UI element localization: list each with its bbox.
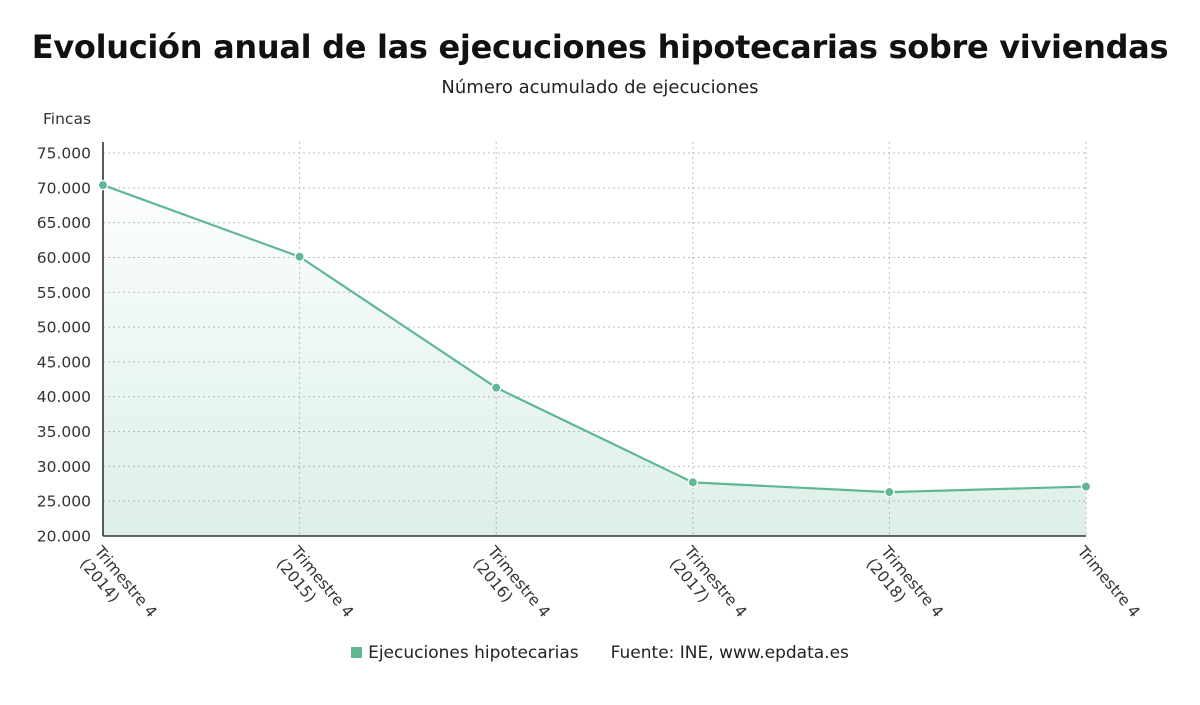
y-tick-label: 30.000 bbox=[37, 458, 91, 476]
legend-swatch bbox=[351, 647, 363, 658]
y-axis-label: Fincas bbox=[43, 110, 91, 128]
y-tick-label: 70.000 bbox=[37, 179, 91, 197]
data-point bbox=[687, 477, 699, 488]
series-area bbox=[103, 185, 1086, 537]
y-tick-label: 65.000 bbox=[37, 214, 91, 232]
x-tick-label: Trimestre 4(2015) bbox=[273, 542, 357, 621]
y-tick-label: 40.000 bbox=[37, 388, 91, 406]
y-tick-label: 45.000 bbox=[37, 353, 91, 371]
axes bbox=[102, 142, 1086, 537]
data-point bbox=[97, 179, 109, 191]
y-tick-label: 20.000 bbox=[37, 528, 91, 546]
series-line-layer bbox=[102, 183, 1087, 494]
x-tick-label-line: Trimestre 4 bbox=[1073, 542, 1143, 621]
chart-footer: Ejecuciones hipotecarias Fuente: INE, www… bbox=[0, 643, 1200, 663]
x-tick-label: Trimestre 4(2014) bbox=[76, 542, 160, 621]
source-note: Fuente: INE, www.epdata.es bbox=[610, 643, 849, 663]
y-tick-label: 60.000 bbox=[37, 249, 91, 267]
data-point bbox=[490, 382, 502, 393]
x-tick-label: Trimestre 4(2016) bbox=[469, 542, 553, 621]
y-tick-labels: 20.000 25.000 30.000 35.000 40.000 45.000 50.0… bbox=[37, 145, 91, 546]
data-point bbox=[294, 251, 305, 263]
y-tick-label: 55.000 bbox=[37, 284, 91, 302]
area-fill bbox=[103, 185, 1086, 537]
x-tick-labels: Trimestre 4(2014) Trimestre 4(2015) Trimes… bbox=[76, 542, 1143, 621]
y-tick-label: 35.000 bbox=[37, 423, 91, 441]
y-tick-label: 25.000 bbox=[37, 493, 91, 511]
x-tick-label: Trimestre 4(2017) bbox=[666, 542, 750, 621]
chart-plot: 20.000 25.000 30.000 35.000 40.000 45.000 50.0… bbox=[37, 110, 1144, 621]
series-line bbox=[102, 183, 1087, 494]
y-tick-label: 50.000 bbox=[37, 319, 91, 337]
x-tick-label: Trimestre 4(2018) bbox=[863, 542, 947, 621]
legend-label: Ejecuciones hipotecarias bbox=[368, 643, 579, 663]
data-point bbox=[884, 486, 895, 498]
y-tick-label: 75.000 bbox=[37, 145, 91, 163]
chart-title: Evolución anual de las ejecuciones hipot… bbox=[31, 28, 1169, 66]
data-points bbox=[97, 179, 1092, 498]
chart-subtitle: Número acumulado de ejecuciones bbox=[441, 77, 759, 98]
data-point bbox=[1080, 481, 1092, 492]
x-tick-label: Trimestre 4 bbox=[1073, 542, 1143, 621]
